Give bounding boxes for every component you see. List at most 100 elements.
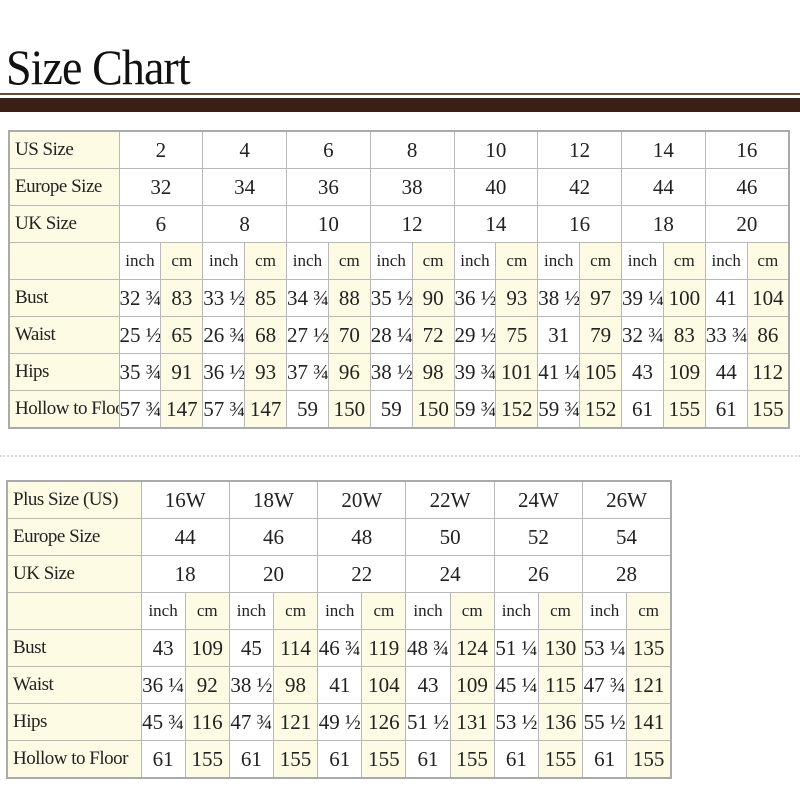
cm-cell: 101 [495, 353, 539, 391]
cm-cell: 114 [272, 629, 319, 667]
unit-inch: inch [405, 592, 451, 630]
inch-cell: 41 [317, 666, 363, 704]
cm-cell: 155 [449, 740, 495, 779]
cm-cell: 155 [746, 390, 790, 429]
cm-cell: 155 [537, 740, 584, 779]
row-label: Europe Size [6, 518, 142, 556]
inch-cell: 38 ½ [369, 353, 413, 391]
inch-cell: 45 ¾ [140, 703, 186, 741]
size-cell: 42 [537, 168, 622, 206]
unit-cm: cm [495, 242, 539, 280]
row-label: Hips [8, 353, 120, 391]
unit-cm: cm [184, 592, 230, 630]
inch-cell: 57 ¾ [202, 390, 246, 429]
inch-cell: 26 ¾ [202, 316, 246, 354]
row-label: Hips [6, 703, 142, 741]
inch-cell: 31 [537, 316, 581, 354]
size-cell: 20W [317, 480, 407, 519]
size-cell: 16W [140, 480, 230, 519]
inch-cell: 45 [228, 629, 274, 667]
inch-cell: 38 ½ [228, 666, 274, 704]
unit-inch: inch [453, 242, 497, 280]
cm-cell: 116 [184, 703, 230, 741]
unit-cm: cm [537, 592, 584, 630]
cm-cell: 90 [411, 279, 455, 317]
cm-cell: 155 [361, 740, 407, 779]
unit-inch: inch [621, 242, 664, 280]
size-cell: 8 [369, 130, 455, 169]
inch-cell: 41 ¼ [537, 353, 581, 391]
unit-cm: cm [411, 242, 455, 280]
inch-cell: 48 ¾ [405, 629, 451, 667]
size-cell: 36 [286, 168, 371, 206]
size-cell: 14 [621, 130, 706, 169]
size-cell: 2 [118, 130, 204, 169]
inch-cell: 61 [582, 740, 628, 779]
size-cell: 24 [405, 555, 495, 593]
inch-cell: 59 ¾ [453, 390, 497, 429]
unit-inch: inch [582, 592, 628, 630]
unit-inch: inch [704, 242, 748, 280]
unit-inch: inch [202, 242, 246, 280]
measure-row: Waist 25 ½ 65 26 ¾ 68 27 ½ 70 28 ¼ 72 29 ½ 75 31 79 3… [8, 316, 790, 354]
row-label: Bust [6, 629, 142, 667]
unit-cm: cm [327, 242, 371, 280]
inch-cell: 35 ½ [369, 279, 413, 317]
cm-cell: 130 [537, 629, 584, 667]
cm-cell: 152 [495, 390, 539, 429]
inch-cell: 47 ¾ [582, 666, 628, 704]
size-cell: 12 [369, 205, 455, 243]
size-cell: 50 [405, 518, 495, 556]
size-cell: 10 [286, 205, 371, 243]
size-cell: 16 [704, 130, 790, 169]
inch-cell: 39 ¼ [621, 279, 664, 317]
size-cell: 20 [704, 205, 790, 243]
inch-cell: 49 ½ [317, 703, 363, 741]
size-cell: 18W [228, 480, 319, 519]
row-label: UK Size [8, 205, 120, 243]
inch-cell: 45 ¼ [493, 666, 539, 704]
cm-cell: 83 [662, 316, 706, 354]
size-row: US Size 2 4 6 8 10 12 14 16 [8, 130, 790, 169]
inch-cell: 51 ½ [405, 703, 451, 741]
cm-cell: 72 [411, 316, 455, 354]
cm-cell: 109 [449, 666, 495, 704]
inch-cell: 36 ¼ [140, 666, 186, 704]
unit-row: inch cm inch cm inch cm inch cm inch cm inch cm [6, 592, 672, 630]
cm-cell: 155 [662, 390, 706, 429]
unit-inch: inch [317, 592, 363, 630]
cm-cell: 105 [579, 353, 622, 391]
inch-cell: 51 ¼ [493, 629, 539, 667]
cm-cell: 79 [579, 316, 622, 354]
size-row: UK Size 18 20 22 24 26 28 [6, 555, 672, 593]
cm-cell: 136 [537, 703, 584, 741]
unit-cm: cm [160, 242, 204, 280]
size-row: Europe Size 44 46 48 50 52 54 [6, 518, 672, 556]
cm-cell: 126 [361, 703, 407, 741]
measure-row: Bust 32 ¾ 83 33 ½ 85 34 ¾ 88 35 ½ 90 36 ½ 93 38 ½ 97… [8, 279, 790, 317]
cm-cell: 155 [184, 740, 230, 779]
row-label-empty [8, 242, 120, 280]
inch-cell: 59 [369, 390, 413, 429]
cm-cell: 70 [327, 316, 371, 354]
inch-cell: 32 ¾ [118, 279, 162, 317]
unit-cm: cm [662, 242, 706, 280]
cm-cell: 121 [626, 666, 672, 704]
inch-cell: 39 ¾ [453, 353, 497, 391]
measure-row: Hollow to Floor 57 ¾ 147 57 ¾ 147 59 150 59 150 5… [8, 390, 790, 429]
size-cell: 26 [493, 555, 584, 593]
cm-cell: 98 [411, 353, 455, 391]
cm-cell: 109 [184, 629, 230, 667]
inch-cell: 57 ¾ [118, 390, 162, 429]
unit-cm: cm [449, 592, 495, 630]
cm-cell: 96 [327, 353, 371, 391]
row-label: Waist [6, 666, 142, 704]
inch-cell: 33 ½ [202, 279, 246, 317]
cm-cell: 135 [626, 629, 672, 667]
dotted-divider [0, 455, 800, 457]
size-cell: 40 [453, 168, 539, 206]
row-label: UK Size [6, 555, 142, 593]
unit-cm: cm [626, 592, 672, 630]
size-cell: 44 [621, 168, 706, 206]
